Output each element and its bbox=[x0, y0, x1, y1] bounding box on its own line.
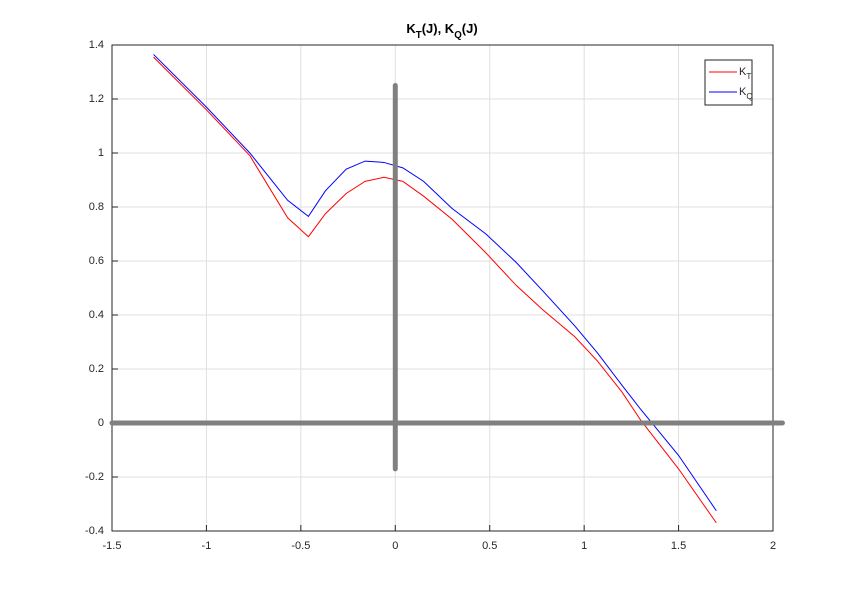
chart-title: KT(J), KQ(J) bbox=[406, 21, 477, 41]
y-tick-label: -0.2 bbox=[85, 471, 104, 483]
x-tick-label: 0 bbox=[392, 540, 398, 552]
x-tick-label: 1.5 bbox=[671, 540, 686, 552]
y-tick-label: 0.6 bbox=[89, 255, 104, 267]
x-tick-label: 2 bbox=[770, 540, 776, 552]
x-tick-label: 1 bbox=[581, 540, 587, 552]
legend: KT KQ bbox=[704, 59, 753, 106]
legend-label: KQ bbox=[739, 86, 753, 101]
legend-label: KT bbox=[739, 66, 751, 81]
y-tick-label: 0 bbox=[98, 417, 104, 429]
axes-box bbox=[111, 44, 774, 532]
x-tick-label: -1 bbox=[202, 540, 212, 552]
x-tick-label: -1.5 bbox=[103, 540, 122, 552]
y-tick-label: 0.2 bbox=[89, 363, 104, 375]
legend-box bbox=[704, 59, 753, 106]
y-tick-label: 0.8 bbox=[89, 201, 104, 213]
x-tick-label: 0.5 bbox=[482, 540, 497, 552]
y-tick-label: 1 bbox=[98, 147, 104, 159]
series-line bbox=[153, 56, 717, 524]
y-tick-label: 0.4 bbox=[89, 309, 104, 321]
y-tick-label: 1.4 bbox=[89, 39, 104, 51]
x-tick-label: -0.5 bbox=[291, 540, 310, 552]
series-line bbox=[153, 54, 717, 512]
plot-area bbox=[112, 45, 773, 531]
y-tick-label: -0.4 bbox=[85, 525, 104, 537]
y-tick-label: 1.2 bbox=[89, 93, 104, 105]
